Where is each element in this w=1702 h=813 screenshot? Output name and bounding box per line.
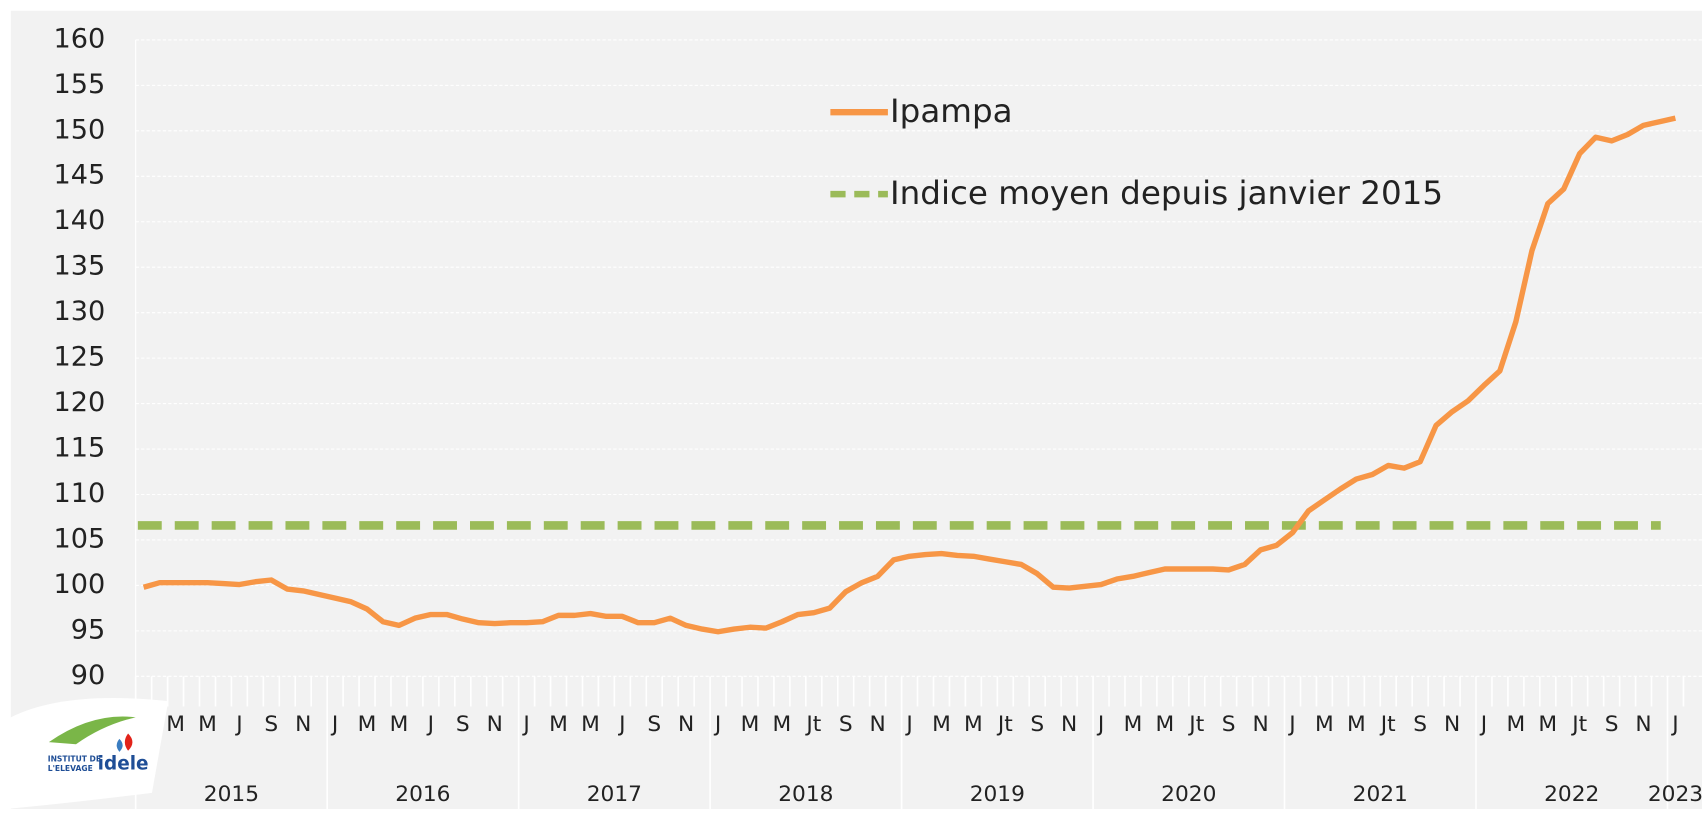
x-tick-label: M <box>1507 712 1526 737</box>
x-tick-label: M <box>1315 712 1334 737</box>
series-line <box>142 115 1677 635</box>
x-tick-label: M <box>932 712 951 737</box>
x-tick-label: M <box>198 712 217 737</box>
y-tick-label: 110 <box>54 478 106 509</box>
y-tick-label: 125 <box>54 342 106 373</box>
x-tick-label: M <box>1538 712 1557 737</box>
x-tick-label: J <box>426 712 434 737</box>
x-tick-label: Jt <box>1379 712 1396 737</box>
x-tick-label: J <box>1479 712 1487 737</box>
x-tick-label: M <box>1124 712 1143 737</box>
year-label: 2023 <box>1648 782 1702 807</box>
x-tick-label: S <box>456 712 470 737</box>
x-tick-label: J <box>1096 712 1104 737</box>
x-tick-label: Jt <box>1570 712 1587 737</box>
x-tick-label: J <box>1287 712 1295 737</box>
x-tick-label: N <box>678 712 694 737</box>
x-tick-label: J <box>330 712 338 737</box>
year-label: 2019 <box>970 782 1025 807</box>
year-label: 2020 <box>1161 782 1216 807</box>
x-tick-label: S <box>1413 712 1427 737</box>
x-tick-label: J <box>234 712 242 737</box>
x-tick-label: M <box>741 712 760 737</box>
x-tick-label: N <box>1252 712 1268 737</box>
y-tick-label: 135 <box>54 251 106 282</box>
x-tick-label: M <box>1155 712 1174 737</box>
x-tick-label: S <box>647 712 661 737</box>
x-tick-label: S <box>264 712 278 737</box>
x-tick-label: S <box>839 712 853 737</box>
logo-text: INSTITUT DE <box>48 754 101 763</box>
year-label: 2015 <box>204 782 259 807</box>
x-tick-label: N <box>1635 712 1651 737</box>
x-tick-label: J <box>904 712 912 737</box>
x-tick-label: S <box>1030 712 1044 737</box>
logo-swoosh <box>48 716 136 745</box>
x-tick-label: S <box>1605 712 1619 737</box>
x-tick-label: M <box>581 712 600 737</box>
logo-brand: idele <box>98 754 149 775</box>
x-tick-label: Jt <box>804 712 821 737</box>
x-tick-label: Jt <box>1187 712 1204 737</box>
x-tick-label: S <box>1222 712 1236 737</box>
x-tick-label: M <box>549 712 568 737</box>
logo: INSTITUT DE L'ELEVAGE idele <box>0 698 169 809</box>
year-label: 2017 <box>587 782 642 807</box>
x-tick-label: N <box>295 712 311 737</box>
y-tick-label: 155 <box>54 69 106 100</box>
x-tick-label: J <box>1670 712 1678 737</box>
logo-background <box>0 698 169 809</box>
year-label: 2016 <box>395 782 450 807</box>
x-tick-label: N <box>1444 712 1460 737</box>
logo-drop <box>124 733 133 751</box>
x-tick-label: M <box>390 712 409 737</box>
y-tick-label: 95 <box>71 614 106 645</box>
y-tick-label: 160 <box>54 23 106 54</box>
x-tick-label: N <box>1061 712 1077 737</box>
x-tick-label: J <box>617 712 625 737</box>
year-label: 2018 <box>778 782 833 807</box>
x-tick-label: N <box>487 712 503 737</box>
x-tick-label: J <box>713 712 721 737</box>
y-tick-label: 140 <box>54 205 106 236</box>
x-tick-label: J <box>521 712 529 737</box>
y-tick-label: 90 <box>71 660 106 691</box>
y-tick-label: 150 <box>54 114 106 145</box>
y-tick-label: 120 <box>54 387 106 418</box>
plot-background <box>10 10 1702 809</box>
legend-label: Ipampa <box>890 92 1013 130</box>
x-tick-label: M <box>166 712 185 737</box>
logo-drop <box>116 738 123 752</box>
year-label: 2022 <box>1544 782 1599 807</box>
x-tick-label: M <box>358 712 377 737</box>
x-tick-label: N <box>870 712 886 737</box>
y-tick-label: 105 <box>54 524 106 555</box>
y-tick-label: 100 <box>54 569 106 600</box>
x-tick-label: Jt <box>996 712 1013 737</box>
logo-text: L'ELEVAGE <box>48 764 93 773</box>
y-tick-label: 145 <box>54 160 106 191</box>
year-label: 2021 <box>1353 782 1408 807</box>
y-tick-label: 115 <box>54 433 106 464</box>
x-tick-label: M <box>773 712 792 737</box>
x-tick-label: M <box>964 712 983 737</box>
legend-label: Indice moyen depuis janvier 2015 <box>890 174 1443 212</box>
y-tick-label: 130 <box>54 296 106 327</box>
x-tick-label: M <box>1347 712 1366 737</box>
